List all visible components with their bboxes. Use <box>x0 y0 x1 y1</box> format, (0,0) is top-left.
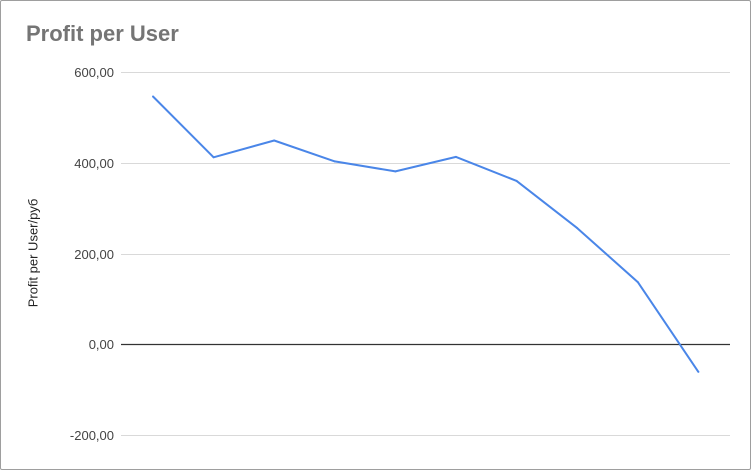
y-tick-label: 600,00 <box>74 65 114 80</box>
series-line <box>152 95 700 373</box>
data-point <box>636 281 639 284</box>
data-point <box>152 95 154 98</box>
series-lines <box>152 95 700 373</box>
data-points <box>152 95 700 373</box>
data-point <box>212 156 215 159</box>
chart-title: Profit per User <box>26 21 179 46</box>
y-tick-label: 200,00 <box>74 247 114 262</box>
y-tick-label: 0,00 <box>89 337 114 352</box>
gridlines <box>121 72 730 436</box>
y-tick-label: 400,00 <box>74 156 114 171</box>
data-point <box>273 139 276 142</box>
y-tick-labels: 600,00 400,00 200,00 0,00 -200,00 <box>70 65 114 443</box>
data-point <box>697 370 700 373</box>
data-point <box>333 160 336 163</box>
y-tick-label: -200,00 <box>70 428 114 443</box>
data-point <box>576 227 579 230</box>
data-point <box>515 179 518 182</box>
data-point <box>394 170 397 173</box>
data-point <box>455 155 457 158</box>
